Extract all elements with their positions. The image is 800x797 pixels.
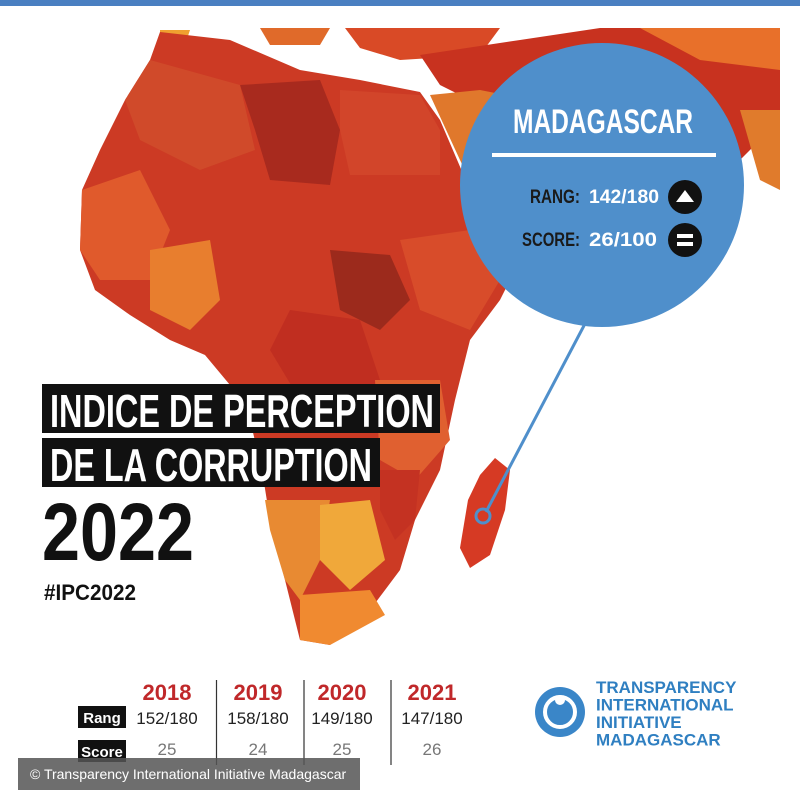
equal-bar <box>677 242 693 246</box>
equal-bar <box>677 234 693 238</box>
callout: MADAGASCAR RANG: 142/180 SCORE: 26/100 <box>460 43 744 525</box>
madagascar <box>460 458 510 568</box>
year: 2021 <box>408 680 457 705</box>
region <box>80 170 170 280</box>
region <box>150 240 220 330</box>
rank: 158/180 <box>227 709 288 728</box>
region <box>400 230 500 330</box>
top-bar <box>0 0 800 6</box>
headline-box <box>42 438 380 487</box>
headline-line: INDICE DE PERCEPTION <box>50 385 434 437</box>
score-value: 26/100 <box>589 230 657 251</box>
headline-year: 2022 <box>42 487 194 578</box>
region <box>300 590 385 645</box>
logo-text: INTERNATIONAL <box>596 696 734 715</box>
country-name: MADAGASCAR <box>513 103 693 141</box>
callout-circle <box>460 43 744 327</box>
rank: 149/180 <box>311 709 372 728</box>
logo-text: TRANSPARENCY <box>596 678 737 697</box>
logo-text: INITIATIVE <box>596 713 682 732</box>
hashtag: #IPC2022 <box>44 580 136 605</box>
rank: 152/180 <box>136 709 197 728</box>
region <box>640 28 780 70</box>
row-label: Rang <box>83 710 121 727</box>
region <box>380 470 420 540</box>
score-equal-icon <box>668 223 702 257</box>
divider <box>492 153 716 157</box>
region <box>340 90 440 175</box>
score: 25 <box>158 740 177 759</box>
region <box>260 28 330 45</box>
logo-icon <box>535 687 585 737</box>
score: 26 <box>423 740 442 759</box>
headline: INDICE DE PERCEPTION DE LA CORRUPTION 20… <box>42 384 440 605</box>
score-label: SCORE: <box>522 230 580 251</box>
up-arrow <box>676 190 694 202</box>
logo: TRANSPARENCYINTERNATIONALINITIATIVEMADAG… <box>535 678 737 750</box>
row-label: Score <box>81 744 123 761</box>
pointer-dot <box>474 507 492 525</box>
pointer-line <box>484 317 590 513</box>
rank: 147/180 <box>401 709 462 728</box>
row-label-box <box>78 740 126 762</box>
year: 2018 <box>143 680 192 705</box>
logo-text: MADAGASCAR <box>596 731 721 750</box>
region <box>240 80 340 185</box>
history-table: Rang Score 2018 152/180 25 2019 158/180 24 202… <box>78 680 463 765</box>
region <box>740 110 780 190</box>
region <box>320 500 385 590</box>
headline-box <box>42 384 440 433</box>
score: 24 <box>249 740 268 759</box>
region <box>265 500 330 600</box>
year: 2019 <box>234 680 283 705</box>
logo-icon-head <box>555 695 565 705</box>
region <box>330 250 410 330</box>
region <box>125 60 255 170</box>
score: 25 <box>333 740 352 759</box>
credit: © Transparency International Initiative … <box>30 766 346 782</box>
rank-label: RANG: <box>530 187 580 208</box>
row-label-box <box>78 706 126 728</box>
headline-line: DE LA CORRUPTION <box>50 439 372 491</box>
credit-bar <box>18 758 360 790</box>
rank-value: 142/180 <box>589 187 659 208</box>
year: 2020 <box>318 680 367 705</box>
